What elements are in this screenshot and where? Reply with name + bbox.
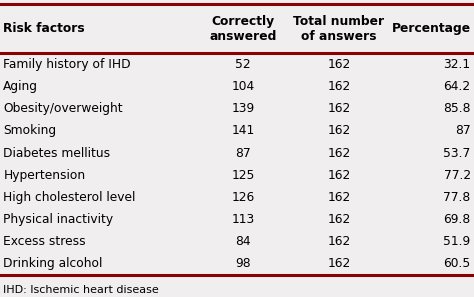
Text: 52: 52 [235,58,251,71]
Text: 162: 162 [327,80,351,93]
Text: 162: 162 [327,235,351,248]
Text: 64.2: 64.2 [444,80,471,93]
Text: Diabetes mellitus: Diabetes mellitus [3,146,110,159]
Text: Percentage: Percentage [392,23,471,35]
Text: Physical inactivity: Physical inactivity [3,213,113,226]
Text: Obesity/overweight: Obesity/overweight [3,102,123,115]
Text: 84: 84 [235,235,251,248]
Text: High cholesterol level: High cholesterol level [3,191,136,204]
Text: 162: 162 [327,213,351,226]
Text: 141: 141 [231,124,255,138]
Text: 60.5: 60.5 [444,257,471,270]
Text: 162: 162 [327,58,351,71]
Text: 162: 162 [327,191,351,204]
Text: 126: 126 [231,191,255,204]
Text: 125: 125 [231,169,255,182]
Text: 87: 87 [235,146,251,159]
Text: 104: 104 [231,80,255,93]
Text: 139: 139 [231,102,255,115]
Text: 32.1: 32.1 [444,58,471,71]
Text: Risk factors: Risk factors [3,23,85,35]
Text: 162: 162 [327,257,351,270]
Text: Excess stress: Excess stress [3,235,86,248]
Text: 162: 162 [327,169,351,182]
Text: Correctly
answered: Correctly answered [209,15,277,43]
Text: 87: 87 [455,124,471,138]
Text: Family history of IHD: Family history of IHD [3,58,131,71]
Text: Smoking: Smoking [3,124,56,138]
Text: IHD: Ischemic heart disease: IHD: Ischemic heart disease [3,285,159,295]
Text: Total number
of answers: Total number of answers [293,15,384,43]
Text: Drinking alcohol: Drinking alcohol [3,257,103,270]
Text: 77.8: 77.8 [444,191,471,204]
Text: 51.9: 51.9 [444,235,471,248]
Text: 53.7: 53.7 [444,146,471,159]
Text: 113: 113 [231,213,255,226]
Text: 162: 162 [327,124,351,138]
Text: 162: 162 [327,102,351,115]
Text: Hypertension: Hypertension [3,169,85,182]
Text: 77.2: 77.2 [444,169,471,182]
Text: 98: 98 [235,257,251,270]
Text: 69.8: 69.8 [444,213,471,226]
Text: Aging: Aging [3,80,38,93]
Text: 162: 162 [327,146,351,159]
Text: 85.8: 85.8 [443,102,471,115]
